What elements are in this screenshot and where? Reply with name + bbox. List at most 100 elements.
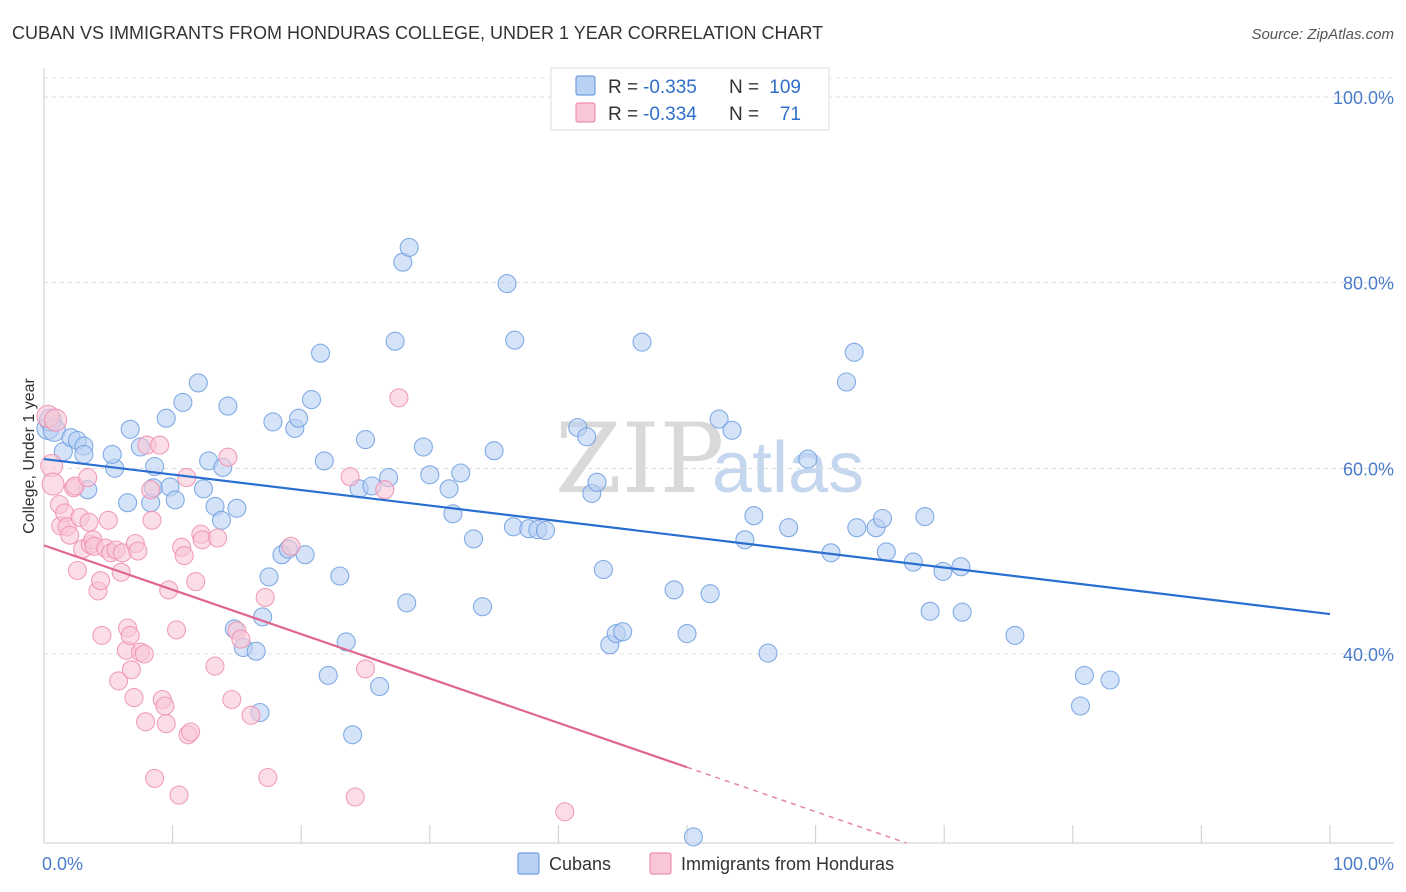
x-tick-label-right: 100.0% xyxy=(1333,854,1394,874)
point-cubans-25 xyxy=(211,510,232,530)
x-tick-label-left: 0.0% xyxy=(42,854,83,874)
point-cubans-66 xyxy=(505,330,525,350)
point-cubans-12 xyxy=(120,419,140,439)
point-honduras-11 xyxy=(67,560,87,581)
y-tick-label-1: 80.0% xyxy=(1343,274,1394,294)
trend-line-cubans xyxy=(43,457,1331,616)
point-honduras-63 xyxy=(231,629,251,649)
stats-legend-box xyxy=(550,67,830,131)
point-honduras-67 xyxy=(281,536,301,556)
point-honduras-66 xyxy=(258,767,278,788)
point-honduras-46 xyxy=(156,714,176,734)
point-cubans-46 xyxy=(336,632,356,652)
point-cubans-75 xyxy=(593,559,613,580)
point-cubans-31 xyxy=(246,641,266,661)
point-honduras-49 xyxy=(169,785,189,805)
point-honduras-21 xyxy=(92,625,112,645)
point-cubans-56 xyxy=(397,593,417,613)
point-cubans-55 xyxy=(399,237,419,257)
point-honduras-42 xyxy=(145,768,165,788)
x-tick-labels: 0.0% 100.0% xyxy=(42,854,1394,874)
point-honduras-65 xyxy=(255,587,275,607)
point-cubans-21 xyxy=(188,373,208,393)
point-cubans-89 xyxy=(779,518,799,538)
point-cubans-82 xyxy=(683,827,703,847)
chart-title: CUBAN VS IMMIGRANTS FROM HONDURAS COLLEG… xyxy=(12,23,823,43)
point-honduras-68 xyxy=(340,467,360,487)
point-cubans-43 xyxy=(314,451,334,471)
point-honduras-71 xyxy=(375,480,395,500)
point-honduras-37 xyxy=(134,644,154,664)
point-cubans-27 xyxy=(218,396,238,416)
point-cubans-45 xyxy=(330,566,350,586)
point-honduras-38 xyxy=(136,712,156,732)
point-cubans-53 xyxy=(385,331,405,351)
point-honduras-69 xyxy=(345,787,365,807)
trend-line-honduras-extension xyxy=(686,766,907,844)
legend-label-honduras[interactable]: Immigrants from Honduras xyxy=(681,854,894,874)
stats-legend-r-label-honduras: R = xyxy=(608,104,638,125)
point-cubans-79 xyxy=(632,332,652,352)
point-cubans-10 xyxy=(102,444,122,464)
point-honduras-35 xyxy=(128,541,148,561)
point-cubans-64 xyxy=(484,441,504,461)
point-cubans-47 xyxy=(343,725,363,745)
stats-legend-n-value-honduras: 71 xyxy=(780,104,801,125)
trend-lines xyxy=(43,457,1331,844)
point-cubans-11 xyxy=(118,493,138,513)
series-legend: Cubans Immigrants from Honduras xyxy=(517,852,894,875)
chart-source: Source: ZipAtlas.com xyxy=(1251,26,1394,43)
point-honduras-26 xyxy=(109,671,129,691)
point-cubans-7 xyxy=(74,444,94,464)
point-cubans-59 xyxy=(439,479,459,499)
point-cubans-85 xyxy=(722,420,742,440)
point-cubans-103 xyxy=(952,602,972,622)
point-cubans-104 xyxy=(1005,625,1025,645)
point-cubans-72 xyxy=(577,427,597,447)
point-cubans-51 xyxy=(370,676,390,697)
stats-legend-n-label-honduras: N = xyxy=(729,104,759,125)
point-honduras-60 xyxy=(218,447,238,467)
point-honduras-59 xyxy=(208,528,228,548)
point-cubans-63 xyxy=(472,597,493,617)
point-honduras-55 xyxy=(186,572,206,592)
stats-legend-swatch-honduras xyxy=(575,102,596,123)
y-tick-label-0: 100.0% xyxy=(1333,88,1394,108)
point-cubans-42 xyxy=(310,343,331,363)
point-honduras-40 xyxy=(141,480,161,500)
stats-legend-r-label-cubans: R = xyxy=(608,77,638,98)
point-honduras-45 xyxy=(155,696,175,716)
point-cubans-20 xyxy=(173,392,193,412)
point-honduras-61 xyxy=(222,689,242,710)
legend-label-cubans[interactable]: Cubans xyxy=(549,854,611,874)
point-honduras-31 xyxy=(120,625,140,645)
point-honduras-47 xyxy=(159,580,179,600)
legend-swatch-honduras[interactable] xyxy=(649,852,672,875)
point-honduras-15 xyxy=(79,512,99,532)
point-cubans-99 xyxy=(915,507,935,527)
point-honduras-43 xyxy=(150,435,170,455)
point-honduras-20 xyxy=(91,571,111,591)
point-honduras-70 xyxy=(355,659,376,679)
point-honduras-64 xyxy=(241,705,261,725)
point-cubans-35 xyxy=(263,412,283,432)
point-honduras-32 xyxy=(121,660,141,680)
point-cubans-62 xyxy=(463,529,484,549)
point-cubans-97 xyxy=(876,542,896,562)
point-cubans-41 xyxy=(301,390,322,410)
stats-legend-r-value-cubans: -0.335 xyxy=(643,77,697,98)
watermark: ZIP atlas xyxy=(555,403,864,515)
point-cubans-40 xyxy=(295,545,315,565)
point-cubans-78 xyxy=(613,622,633,642)
point-honduras-48 xyxy=(166,620,187,640)
point-cubans-100 xyxy=(920,601,940,621)
point-cubans-90 xyxy=(798,449,818,469)
point-cubans-65 xyxy=(497,274,517,294)
point-cubans-58 xyxy=(420,465,440,485)
point-cubans-83 xyxy=(700,584,720,604)
point-cubans-34 xyxy=(259,567,279,587)
point-cubans-101 xyxy=(933,561,953,581)
legend-swatch-cubans[interactable] xyxy=(517,852,540,875)
point-honduras-58 xyxy=(205,656,225,676)
